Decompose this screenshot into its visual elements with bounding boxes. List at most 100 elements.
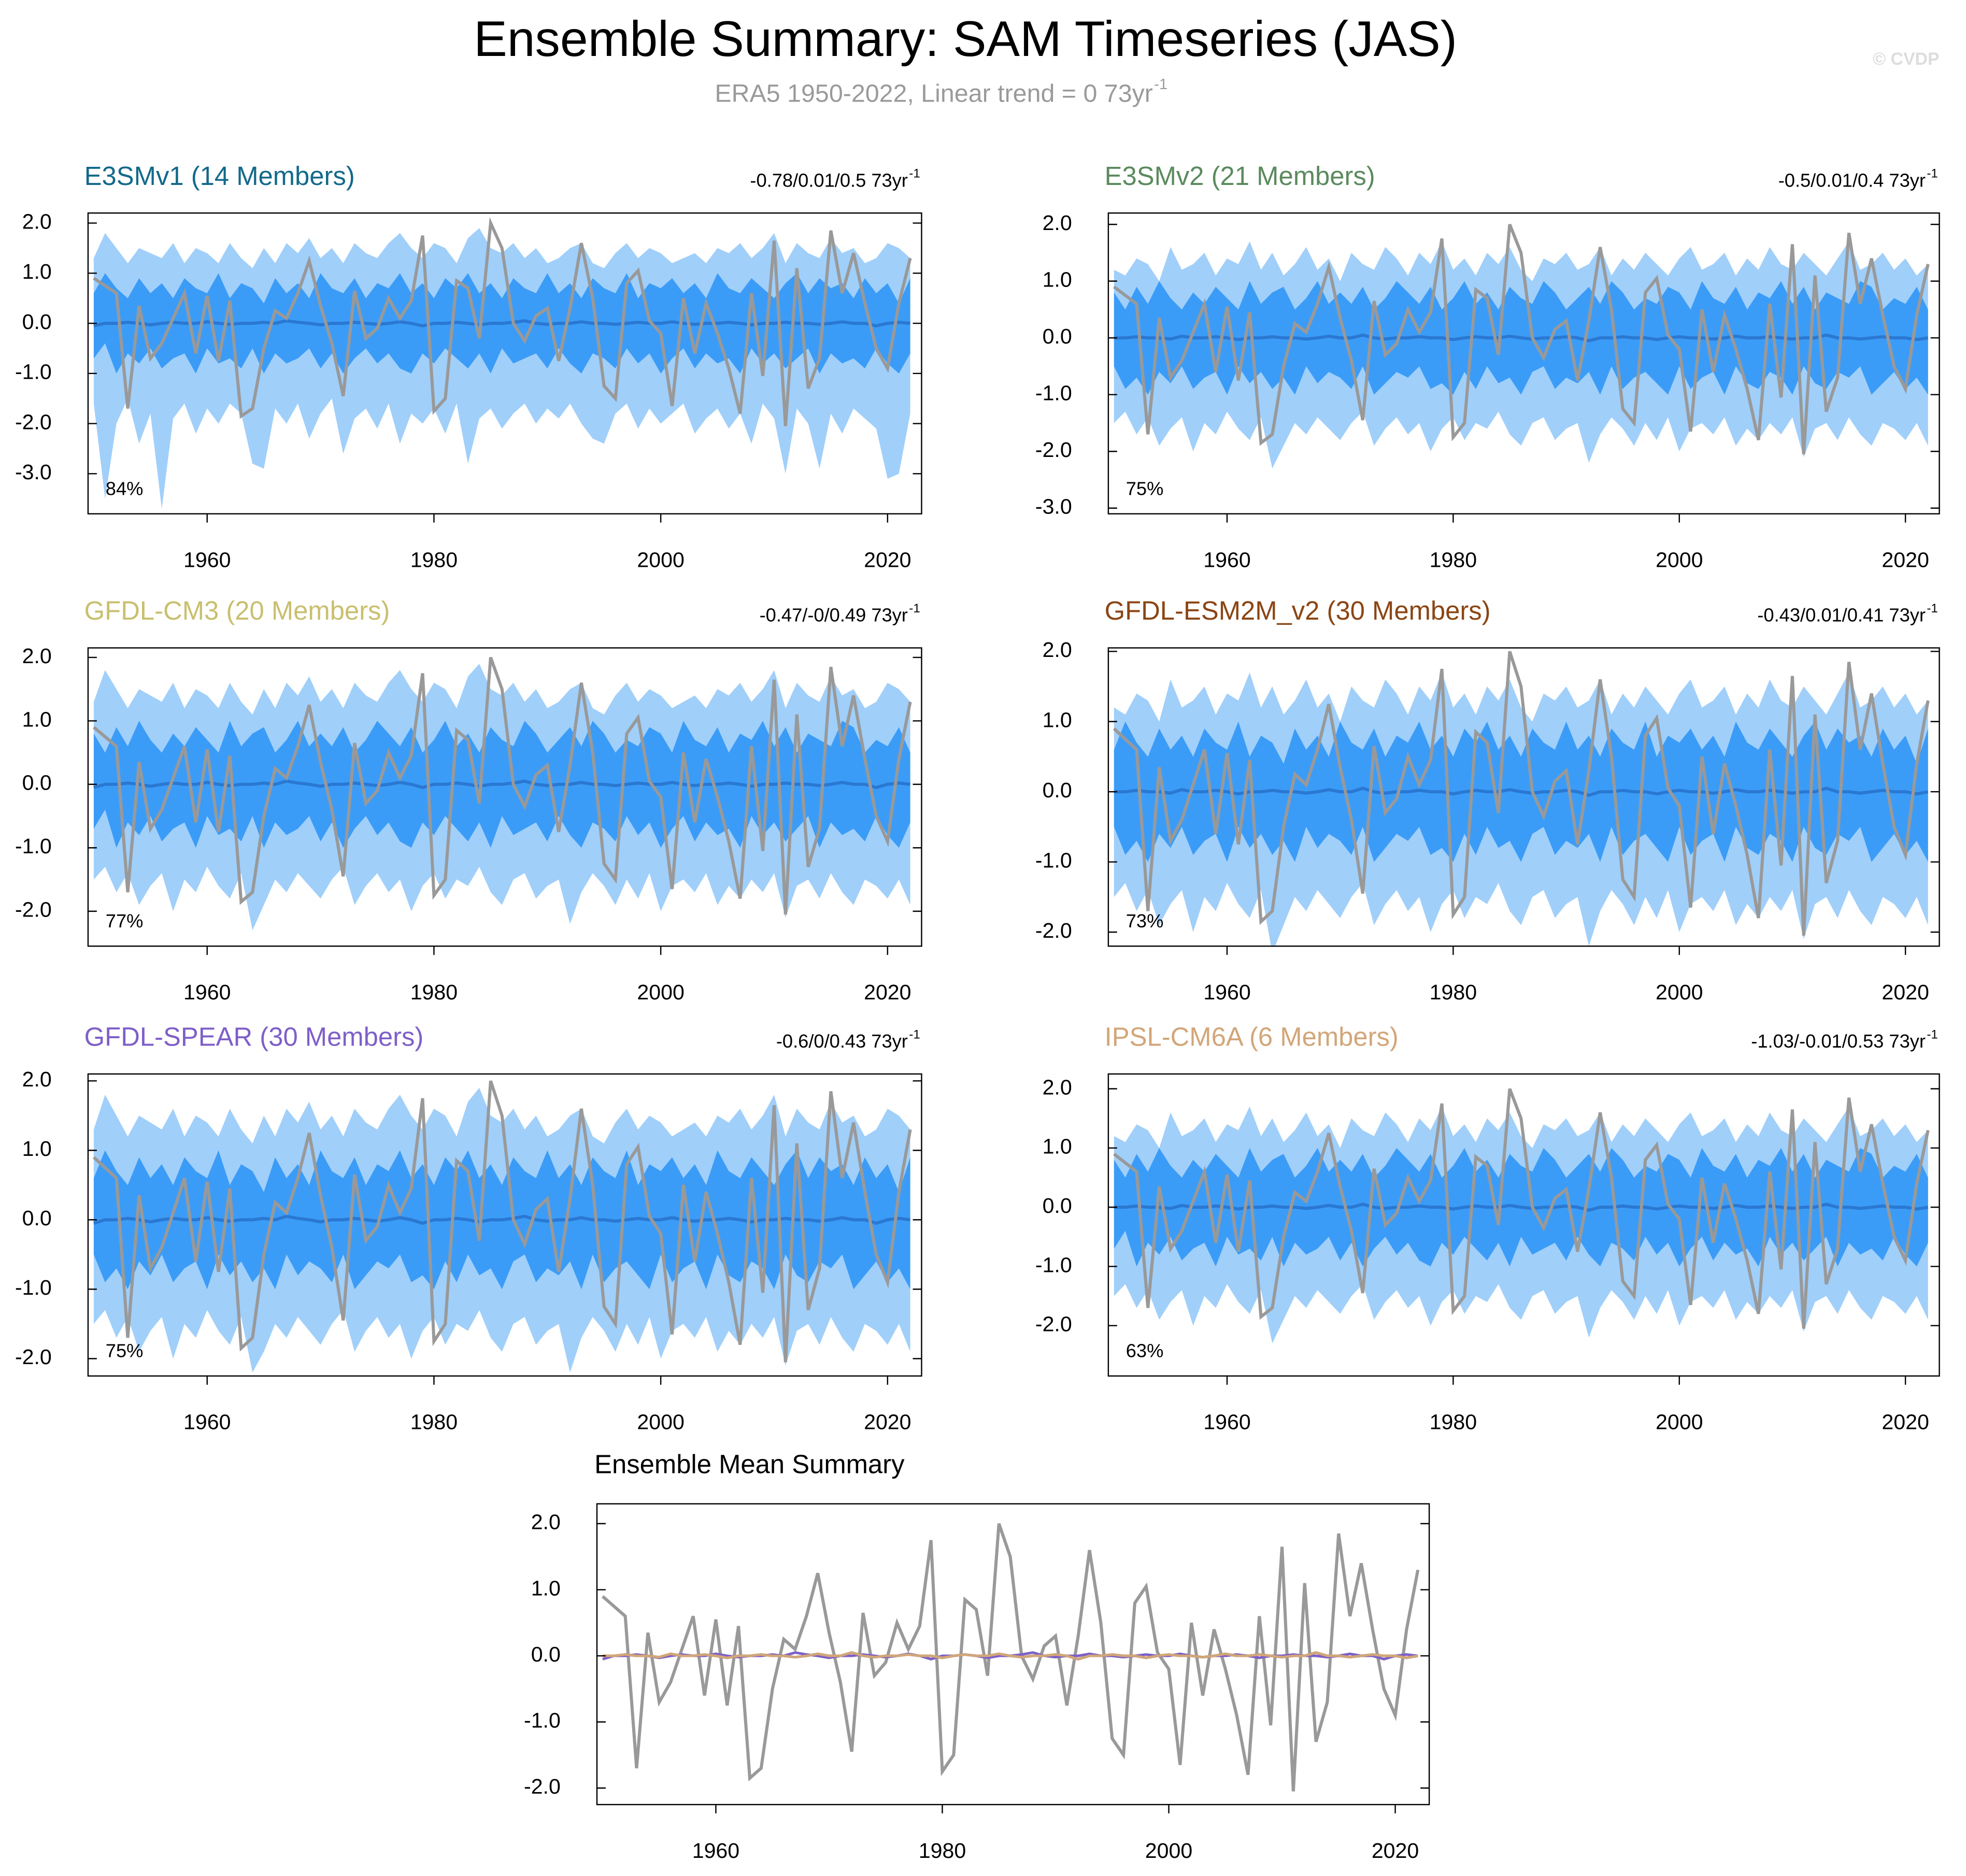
watermark: © CVDP [1873,49,1939,69]
panel-title: GFDL-CM3 (20 Members) [84,596,390,625]
x-tick-label: 2000 [637,1410,684,1434]
percent-annotation: 75% [1126,478,1164,499]
trend-label: -0.47/-0/0.49 73yr [760,605,908,626]
y-tick-label: 1.0 [22,260,52,283]
y-tick-label: -1.0 [524,1709,561,1732]
y-tick-label: 0.0 [22,310,52,334]
y-tick-label: 1.0 [1043,268,1072,292]
trend-label: -0.43/0.01/0.41 73yr [1757,605,1926,626]
plot-frame [1107,647,1940,947]
x-tick-label: 1960 [1203,1410,1250,1434]
y-tick-label: -2.0 [1035,919,1072,942]
y-tick-label: 2.0 [531,1510,561,1534]
y-tick-label: -1.0 [15,834,52,858]
x-tick-label: 2000 [1145,1839,1192,1863]
y-tick-label: -2.0 [524,1774,561,1798]
x-tick-label: 1980 [919,1839,966,1863]
plot-frame [87,212,922,514]
trend-label: -0.6/0/0.43 73yr [776,1030,908,1052]
y-tick-label: 1.0 [531,1576,561,1600]
plot-frame [1107,212,1940,514]
panel-title: GFDL-ESM2M_v2 (30 Members) [1105,596,1491,625]
panel: GFDL-ESM2M_v2 (30 Members) -0.43/0.01/0.4… [1035,596,1940,1004]
panel-title: IPSL-CM6A (6 Members) [1105,1022,1399,1052]
summary-panel: Ensemble Mean Summary 2.0 1.0 0.0 -1.0 -2.0 19… [524,1449,1430,1863]
x-tick-label: 2020 [1882,548,1929,571]
panel: E3SMv1 (14 Members) -0.78/0.01/0.5 73yr -1… [15,161,922,571]
plot-frame [87,1073,922,1377]
x-tick-label: 2020 [1882,980,1929,1004]
x-tick-label: 2020 [1882,1410,1929,1434]
x-tick-label: 1960 [1203,980,1250,1004]
y-tick-label: 1.0 [1043,708,1072,732]
x-tick-label: 2000 [1656,1410,1703,1434]
figure-subtitle: ERA5 1950-2022, Linear trend = 0 73yr [715,80,1153,108]
ensemble-mean-line [93,1214,910,1225]
x-tick-label: 2000 [1656,548,1703,571]
plot-area [92,1080,912,1373]
x-tick-label: 1980 [1430,548,1477,571]
panel-title: E3SMv2 (21 Members) [1105,161,1375,191]
x-tick-label: 1960 [183,980,231,1004]
trend-exponent: -1 [909,1027,920,1041]
era5-line [93,217,912,426]
trend-label: -0.78/0.01/0.5 73yr [750,169,907,191]
y-tick-label: 0.0 [22,1206,52,1230]
plot-area [1113,651,1930,947]
plot-area [92,656,912,930]
x-tick-label: 1980 [410,548,458,571]
x-tick-label: 2020 [864,1410,911,1434]
percent-annotation: 73% [1126,910,1164,932]
plot-area [1113,223,1930,469]
y-tick-label: -2.0 [1035,1312,1072,1336]
plot-frame [1107,1073,1940,1377]
panel: IPSL-CM6A (6 Members) -1.03/-0.01/0.53 73… [1035,1022,1940,1434]
ensemble-mean-line [93,779,910,790]
y-tick-label: -2.0 [1035,438,1072,462]
trend-exponent: -1 [909,602,920,615]
y-tick-label: 2.0 [1043,638,1072,662]
y-tick-label: -1.0 [1035,1253,1072,1277]
x-tick-label: 2000 [637,980,684,1004]
x-tick-label: 2000 [637,548,684,571]
y-tick-label: 1.0 [1043,1135,1072,1158]
x-tick-label: 1980 [1430,1410,1477,1434]
y-tick-label: -1.0 [15,1276,52,1299]
trend-exponent: -1 [1927,1027,1938,1041]
y-tick-label: -2.0 [15,410,52,434]
y-tick-label: 1.0 [22,1137,52,1161]
y-tick-label: 0.0 [1043,778,1072,802]
trend-label: -1.03/-0.01/0.53 73yr [1751,1030,1926,1052]
era5-line [92,656,912,915]
x-tick-label: 1980 [410,1410,458,1434]
percent-annotation: 63% [1126,1340,1164,1362]
y-tick-label: -3.0 [15,460,52,484]
x-tick-label: 2020 [864,548,911,571]
y-tick-label: 1.0 [22,707,52,731]
y-tick-label: 2.0 [22,1067,52,1091]
y-tick-label: -3.0 [1035,495,1072,519]
era5-line [92,1080,912,1363]
y-tick-label: -2.0 [15,898,52,922]
percent-annotation: 75% [106,1340,144,1362]
trend-label: -0.5/0.01/0.4 73yr [1778,169,1926,191]
plot-frame [596,1503,1430,1806]
x-tick-label: 1960 [1203,548,1250,571]
trend-exponent: -1 [909,167,920,181]
ensemble-mean-line [1114,333,1929,342]
x-tick-label: 1960 [692,1839,739,1863]
panel: E3SMv2 (21 Members) -0.5/0.01/0.4 73yr -1 7… [1035,161,1940,571]
model-mean-line [602,1651,1418,1660]
x-tick-label: 2020 [1372,1839,1419,1863]
panel-title: GFDL-SPEAR (30 Members) [84,1022,424,1052]
y-tick-label: 2.0 [1043,211,1072,235]
era5-line [1113,1088,1930,1329]
y-tick-label: 0.0 [531,1642,561,1666]
y-tick-label: 2.0 [1043,1075,1072,1099]
outer-range-band [93,228,910,509]
panel-title: E3SMv1 (14 Members) [84,161,355,191]
y-tick-label: 2.0 [22,209,52,233]
panel: GFDL-SPEAR (30 Members) -0.6/0/0.43 73yr -… [15,1022,922,1434]
ensemble-mean-line [1114,786,1929,797]
